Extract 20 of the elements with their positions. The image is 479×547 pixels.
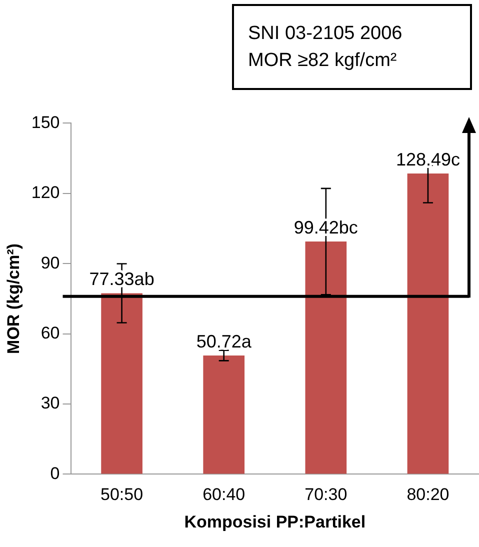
x-tick-label: 80:20 [406, 485, 450, 504]
data-label: 50.72a [196, 331, 252, 352]
y-tick-label: 120 [31, 183, 60, 202]
x-axis-title: Komposisi PP:Partikel [184, 512, 366, 532]
y-tick-label: 0 [50, 464, 60, 483]
y-tick-label: 30 [40, 394, 60, 413]
text: SNI 03-2105 2006 [248, 22, 404, 46]
x-tick-label: 60:40 [202, 485, 246, 504]
bar [203, 356, 245, 474]
text: MOR ≥82 kgf/cm² [248, 49, 398, 73]
x-tick-label: 50:50 [100, 485, 144, 504]
data-label: 128.49c [396, 150, 460, 170]
x-tick-label: 70:30 [304, 485, 348, 504]
y-tick-label: 150 [31, 112, 60, 132]
bar [101, 293, 142, 474]
bar [305, 242, 347, 474]
y-tick-label: 90 [40, 253, 60, 272]
y-axis-title: MOR (kg/cm²) [4, 243, 23, 354]
y-tick-label: 60 [40, 323, 60, 342]
bar [407, 174, 449, 474]
